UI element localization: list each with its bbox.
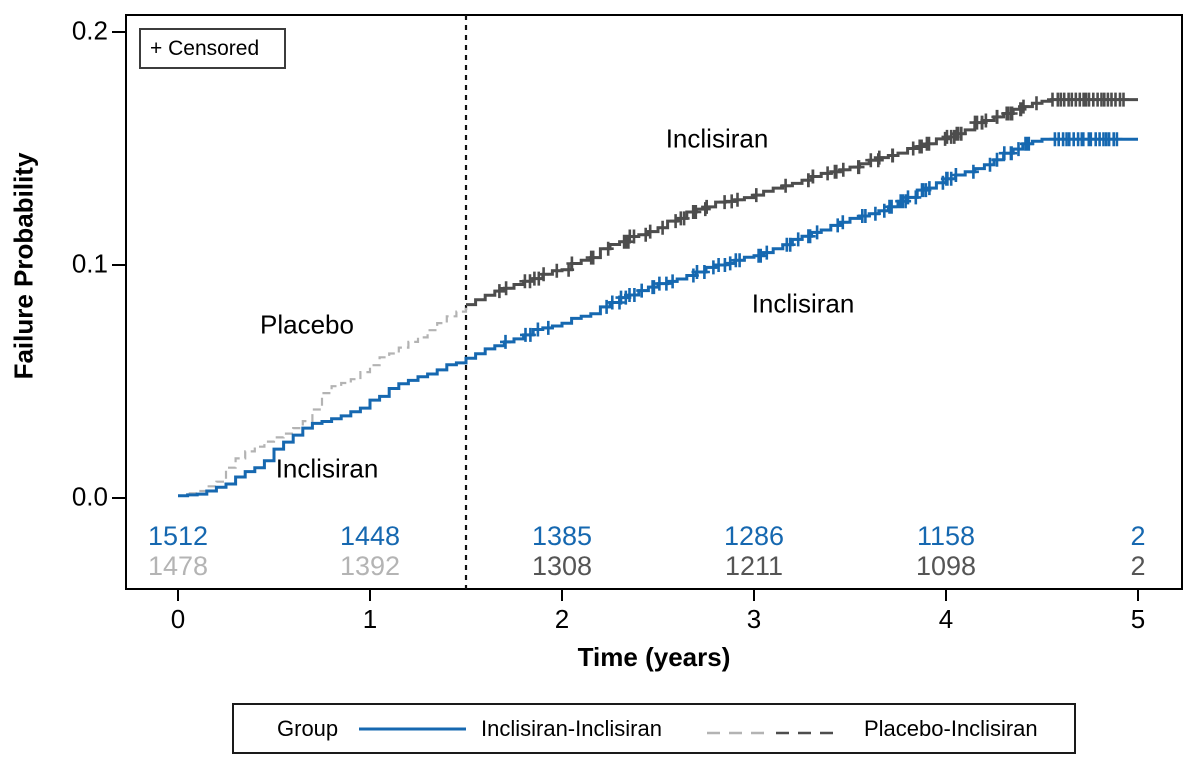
legend-label-inclisiran-inclisiran: Inclisiran-Inclisiran [481,715,662,741]
annotation-inclisiran-bottom: Inclisiran [751,288,855,319]
at-risk-row1-t2: 1385 [531,521,593,551]
x-axis-title: Time (years) [577,642,731,672]
annotation-inclisiran-early: Inclisiran [275,453,379,484]
at-risk-row1-t4: 1158 [916,521,976,551]
at-risk-row1-t1: 1448 [339,521,401,551]
x-tick-label-4: 4 [938,604,954,634]
annotation-inclisiran-top: Inclisiran [665,123,769,154]
legend-dash-swatch [707,731,841,734]
at-risk-row2-t0: 1478 [147,551,209,581]
at-risk-row1-t0: 1512 [147,521,209,551]
legend-title: Group [277,715,339,741]
y-axis-ticks [112,31,125,499]
y-tick-label-0.0: 0.0 [71,481,108,512]
y-tick-label-0.2: 0.2 [71,15,108,46]
censored-key-box: + Censored [139,28,286,69]
at-risk-row2-t4: 1098 [915,551,977,581]
x-tick-label-2: 2 [554,604,570,634]
at-risk-row2-t3: 1211 [724,551,784,581]
legend-line-inclisiran-inclisiran [359,727,466,730]
at-risk-row2-t2: 1308 [531,551,593,581]
at-risk-row2-t1: 1392 [339,551,401,581]
x-tick-label-1: 1 [362,604,378,634]
censor-marks-placebo-inclisiran-inclisiran-phase- [493,92,1129,299]
y-axis-title: Failure Probability [8,152,39,380]
legend-label-placebo-inclisiran: Placebo-Inclisiran [864,715,1038,741]
censored-key-label: + Censored [150,36,260,60]
censor-marks [493,92,1129,349]
x-axis-ticks [177,590,1139,601]
at-risk-row1-t3: 1286 [723,521,785,551]
legend: Group Inclisiran-Inclisiran Placebo-Incl… [232,703,1076,754]
x-tick-label-0: 0 [170,604,186,634]
x-tick-label-5: 5 [1130,604,1146,634]
annotation-placebo: Placebo [260,309,354,340]
at-risk-row2-t5: 2 [1130,551,1146,581]
at-risk-row1-t5: 2 [1130,521,1146,551]
km-curve-placebo-inclisiran-inclisiran-phase- [466,98,1138,307]
censor-marks-inclisiran-inclisiran [500,132,1123,349]
x-tick-label-3: 3 [746,604,762,634]
y-tick-label-0.1: 0.1 [71,248,108,279]
plot-border [125,14,1183,590]
